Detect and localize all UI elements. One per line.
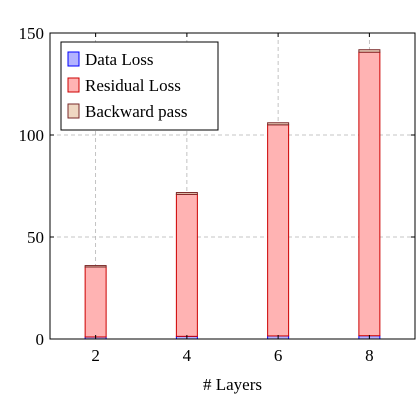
x-tick-label-6: 6 <box>274 346 283 365</box>
bar-residual-loss-4 <box>175 193 198 337</box>
legend-box <box>60 41 219 131</box>
y-tick-label-100: 100 <box>19 126 45 145</box>
bar-residual-loss-6 <box>267 124 290 337</box>
x-tick-label-2: 2 <box>91 346 100 365</box>
x-axis-label: # Layers <box>203 375 262 394</box>
bar-backward-pass-2 <box>84 265 107 268</box>
legend: Data Loss Residual Loss Backward pass <box>60 41 219 131</box>
bar-backward-pass-4 <box>175 192 198 195</box>
y-tick-label-150: 150 <box>19 24 45 43</box>
legend-swatch-residual-loss <box>67 77 80 93</box>
legend-label-backward-pass: Backward pass <box>85 102 187 121</box>
legend-label-data-loss: Data Loss <box>85 50 153 69</box>
y-tick-label-0: 0 <box>36 330 45 349</box>
plot-frame <box>49 32 416 340</box>
axes <box>49 32 416 340</box>
bar-backward-pass-6 <box>267 122 290 126</box>
x-tick-label-4: 4 <box>183 346 192 365</box>
y-tick-label-50: 50 <box>27 228 44 247</box>
legend-label-residual-loss: Residual Loss <box>85 76 181 95</box>
legend-swatch-backward-pass <box>67 103 80 119</box>
bar-residual-loss-8 <box>358 51 381 337</box>
bar-residual-loss-2 <box>84 266 107 338</box>
bar-backward-pass-8 <box>358 49 381 53</box>
legend-swatch-data-loss <box>67 51 80 67</box>
tick-labels: 2 4 6 8 0 50 100 150 <box>19 24 415 365</box>
x-tick-label-8: 8 <box>365 346 374 365</box>
